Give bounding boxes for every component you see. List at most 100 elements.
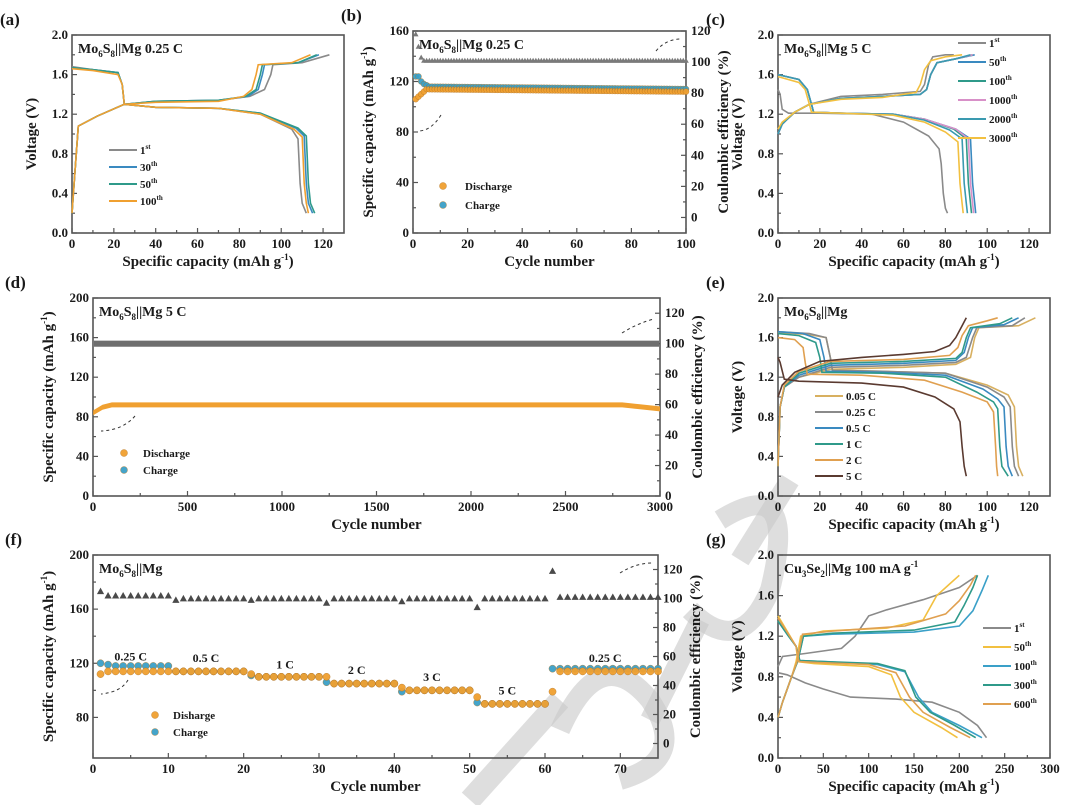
ce-point	[368, 594, 376, 602]
discharge-point	[194, 667, 203, 676]
x-tick-label: 0	[69, 236, 76, 251]
ce-point	[518, 594, 526, 602]
discharge-point	[179, 667, 188, 676]
y2-tick-label: 0	[665, 488, 672, 503]
x-tick-label: 0	[410, 236, 417, 251]
legend-entry: 600th	[1014, 697, 1037, 711]
ce-point	[157, 592, 165, 599]
x-axis-label: Specific capacity (mAh g-1)	[828, 777, 999, 795]
legend-entry: 2 C	[846, 455, 862, 467]
x-tick-label: 100	[977, 499, 997, 514]
dashed-arrow	[100, 679, 129, 695]
chart-title: Mo6S8||Mg	[99, 562, 162, 579]
x-tick-label: 20	[813, 499, 826, 514]
x-tick-label: 80	[939, 236, 952, 251]
legend-entry: 0.5 C	[846, 423, 871, 435]
rate-labels: 0.25 C 0.5 C 1 C 2 C 3 C 5 C 0.25 C	[114, 650, 621, 698]
ce-point	[418, 54, 424, 60]
x-tick-label: 2500	[553, 499, 579, 514]
discharge-point	[141, 667, 150, 676]
x-tick-label: 120	[1019, 499, 1039, 514]
discharge-point	[285, 673, 293, 681]
y-tick-label: 1.2	[758, 369, 774, 384]
y2-tick-label: 40	[663, 678, 676, 693]
ce-point	[571, 593, 579, 600]
discharge-point	[315, 673, 323, 681]
discharge-point	[654, 667, 662, 676]
x-tick-label: 80	[625, 236, 638, 251]
discharge-point	[164, 667, 173, 676]
legend-entry: 1000th	[989, 93, 1017, 107]
dashed-arrow	[619, 562, 653, 574]
panel-label: (e)	[706, 273, 725, 292]
ce-point	[496, 594, 504, 602]
legend-marker-charge	[151, 728, 159, 736]
ce-point	[119, 592, 127, 599]
ce-point	[225, 594, 233, 602]
y-axis-label: Voltage (V)	[730, 98, 746, 170]
discharge-point	[307, 673, 316, 681]
y2-tick-label: 80	[663, 620, 676, 635]
legend-entry: 300th	[1014, 678, 1037, 692]
ce-point	[202, 594, 210, 602]
y-tick-label: 2.0	[758, 290, 774, 305]
y-tick-label: 0.8	[52, 146, 69, 161]
rate-label: 0.25 C	[589, 651, 622, 665]
discharge-point	[465, 686, 474, 695]
x-tick-label: 60	[191, 236, 204, 251]
ce-point	[240, 594, 248, 602]
ce-point	[511, 594, 519, 602]
y-tick-label: 0.4	[52, 185, 69, 200]
legend-marker-charge	[439, 201, 447, 209]
y2-axis-label: Coulombic efficiency (%)	[690, 315, 706, 478]
discharge-curve-600th	[777, 617, 971, 739]
chart-title: Cu3Se2||Mg 100 mA g-1	[784, 559, 919, 579]
y-tick-label: 80	[76, 409, 89, 424]
x-tick-label: 40	[388, 761, 401, 776]
y2-tick-label: 60	[665, 397, 678, 412]
discharge-point	[405, 686, 414, 695]
discharge-point	[624, 667, 632, 676]
y-tick-label: 80	[76, 709, 89, 724]
panel-label: (c)	[706, 10, 725, 29]
y-axis-label: Specific capacity (mAh g-1)	[39, 571, 57, 742]
charge-curve-30th	[71, 54, 320, 214]
ce-point	[473, 603, 481, 611]
legend-entry: 100th	[140, 194, 163, 208]
y-tick-label: 160	[70, 330, 90, 345]
discharge-point	[119, 667, 127, 676]
ce-point	[481, 594, 489, 602]
discharge-point	[413, 686, 421, 695]
charge-curve-3000th	[777, 54, 963, 130]
discharge-point	[111, 667, 120, 676]
y2-tick-label: 60	[663, 649, 676, 664]
x-tick-label: 0	[775, 499, 782, 514]
x-tick-label: 50	[463, 761, 476, 776]
plot-frame	[92, 297, 661, 497]
capacity-band	[93, 402, 660, 416]
ce-point	[654, 593, 662, 600]
discharge-point	[480, 700, 489, 708]
ce-point	[601, 593, 609, 600]
panel-d: (d)0 500 1000 1500 2000 2500 30000408012016020…	[5, 273, 706, 533]
y2-tick-label: 60	[691, 116, 704, 131]
ce-point	[415, 43, 422, 49]
y2-tick-label: 40	[665, 427, 678, 442]
watermark-stroke	[461, 692, 569, 805]
y-tick-label: 0	[83, 488, 90, 503]
x-tick-label: 50	[817, 761, 830, 776]
discharge-point	[232, 667, 240, 676]
y-axis-label: Specific capacity (mAh g-1)	[39, 311, 57, 482]
discharge-curve-5C	[777, 357, 968, 477]
ce-point	[112, 592, 120, 599]
discharge-point	[495, 700, 504, 708]
ce-point	[451, 594, 459, 602]
legend-entry: 3000th	[989, 131, 1017, 145]
discharge-point	[398, 683, 406, 692]
ce-point	[104, 592, 112, 599]
dashed-arrow	[417, 114, 442, 132]
discharge-point	[450, 686, 459, 695]
charge-curve-5C	[777, 317, 968, 398]
y-tick-label: 0.0	[52, 225, 68, 240]
